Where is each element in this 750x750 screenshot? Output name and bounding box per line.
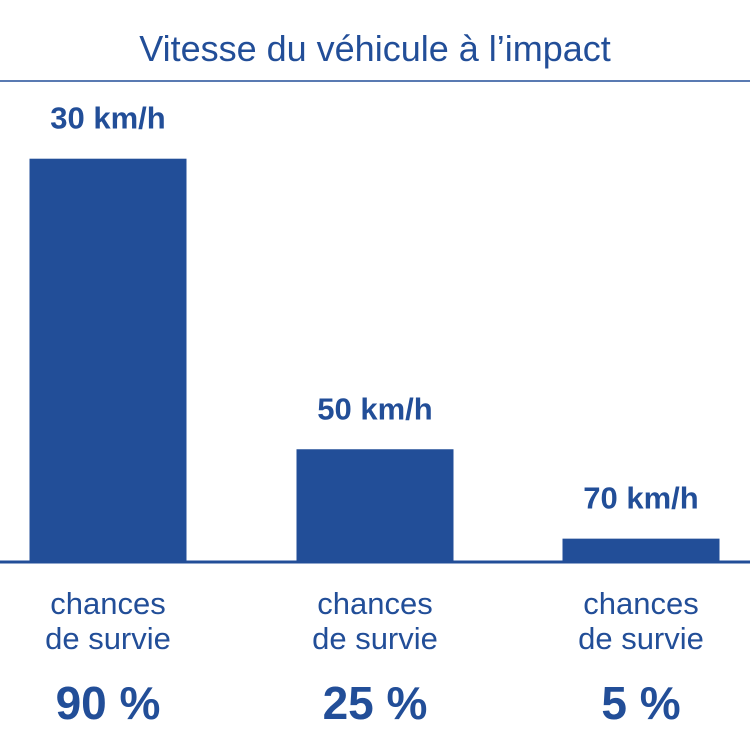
value-label-3: 5 % bbox=[601, 677, 681, 729]
chart-title: Vitesse du véhicule à l’impact bbox=[139, 28, 611, 69]
bar-3 bbox=[562, 538, 720, 561]
value-label-1: 90 % bbox=[55, 677, 161, 729]
category-caption-3: chances de survie bbox=[541, 586, 741, 656]
bar-2 bbox=[296, 449, 454, 561]
caption-line-1: chances bbox=[317, 586, 433, 621]
category-label-3: 70 km/h bbox=[583, 481, 698, 516]
category-label-2: 50 km/h bbox=[317, 391, 432, 426]
caption-line-2: de survie bbox=[578, 621, 704, 656]
caption-line-2: de survie bbox=[312, 621, 438, 656]
caption-line-2: de survie bbox=[45, 621, 171, 656]
category-label-1: 30 km/h bbox=[50, 101, 165, 136]
category-caption-2: chances de survie bbox=[275, 586, 475, 656]
value-label-2: 25 % bbox=[322, 677, 428, 729]
category-caption-1: chances de survie bbox=[8, 586, 208, 656]
bar-1 bbox=[29, 158, 187, 561]
caption-line-1: chances bbox=[583, 586, 699, 621]
caption-line-1: chances bbox=[50, 586, 166, 621]
